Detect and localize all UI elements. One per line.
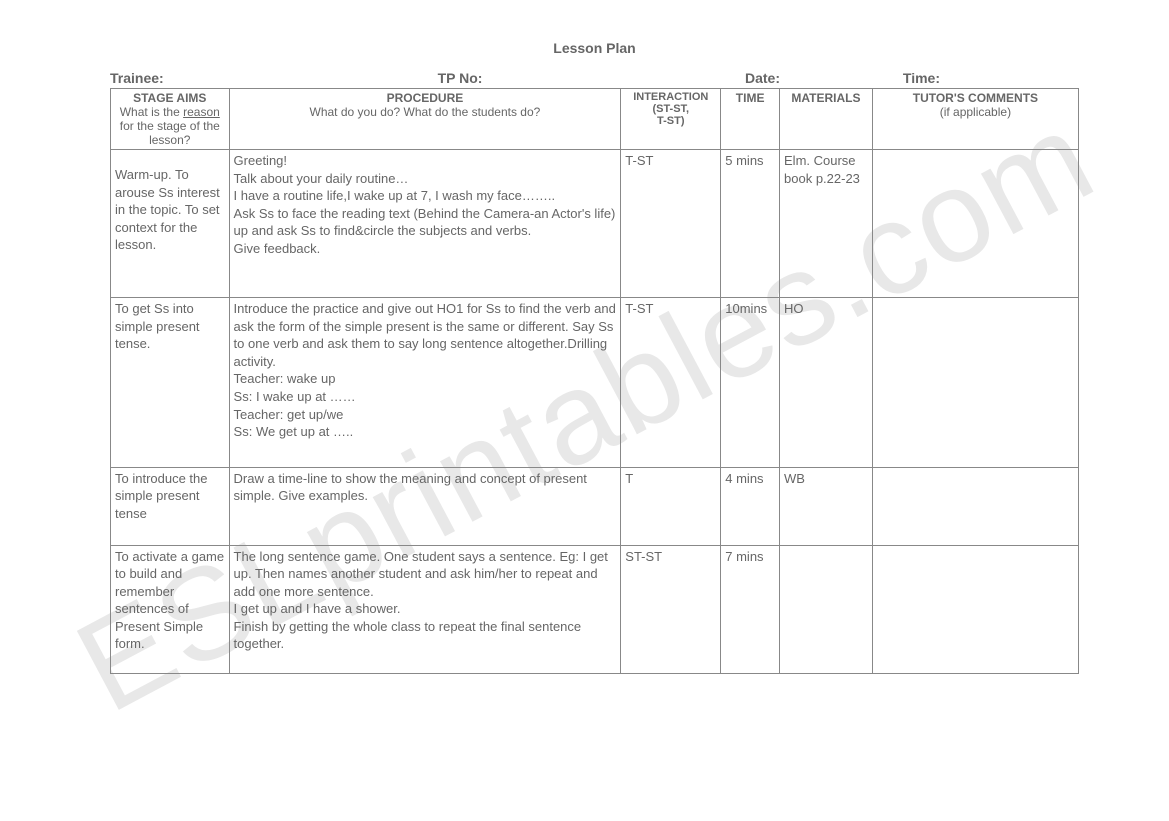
table-header-row: STAGE AIMS What is the reason for the st… — [111, 89, 1079, 150]
table-row: Warm-up. To arouse Ss interest in the to… — [111, 150, 1079, 298]
cell-aims: To activate a game to build and remember… — [111, 545, 230, 673]
header-procedure: PROCEDURE What do you do? What do the st… — [229, 89, 621, 150]
header-stage-aims: STAGE AIMS What is the reason for the st… — [111, 89, 230, 150]
form-header-row: Trainee: TP No: Date: Time: — [110, 70, 1079, 86]
cell-time: 4 mins — [721, 467, 780, 545]
cell-time: 5 mins — [721, 150, 780, 298]
header-interaction: INTERACTION (ST-ST, T-ST) — [621, 89, 721, 150]
table-row: To get Ss into simple present tense. Int… — [111, 298, 1079, 467]
header-time: TIME — [721, 89, 780, 150]
cell-procedure: Introduce the practice and give out HO1 … — [229, 298, 621, 467]
cell-comments — [872, 467, 1078, 545]
table-row: To introduce the simple present tense Dr… — [111, 467, 1079, 545]
tp-no-label: TP No: — [275, 70, 645, 86]
cell-interaction: ST-ST — [621, 545, 721, 673]
cell-comments — [872, 150, 1078, 298]
cell-materials — [780, 545, 873, 673]
cell-aims: Warm-up. To arouse Ss interest in the to… — [111, 150, 230, 298]
cell-interaction: T-ST — [621, 298, 721, 467]
lesson-plan-table: STAGE AIMS What is the reason for the st… — [110, 88, 1079, 674]
cell-procedure: The long sentence game. One student says… — [229, 545, 621, 673]
table-row: To activate a game to build and remember… — [111, 545, 1079, 673]
header-comments: TUTOR'S COMMENTS (if applicable) — [872, 89, 1078, 150]
page-container: Lesson Plan Trainee: TP No: Date: Time: … — [0, 0, 1169, 694]
cell-materials: WB — [780, 467, 873, 545]
cell-aims: To get Ss into simple present tense. — [111, 298, 230, 467]
cell-procedure: Draw a time-line to show the meaning and… — [229, 467, 621, 545]
cell-time: 10mins — [721, 298, 780, 467]
cell-comments — [872, 545, 1078, 673]
page-title: Lesson Plan — [110, 40, 1079, 56]
header-materials: MATERIALS — [780, 89, 873, 150]
cell-comments — [872, 298, 1078, 467]
cell-time: 7 mins — [721, 545, 780, 673]
cell-interaction: T-ST — [621, 150, 721, 298]
cell-aims: To introduce the simple present tense — [111, 467, 230, 545]
cell-procedure: Greeting! Talk about your daily routine…… — [229, 150, 621, 298]
trainee-label: Trainee: — [110, 70, 275, 86]
cell-interaction: T — [621, 467, 721, 545]
date-label: Date: — [645, 70, 790, 86]
time-label: Time: — [790, 70, 970, 86]
table-body: Warm-up. To arouse Ss interest in the to… — [111, 150, 1079, 674]
cell-materials: HO — [780, 298, 873, 467]
cell-materials: Elm. Course book p.22-23 — [780, 150, 873, 298]
